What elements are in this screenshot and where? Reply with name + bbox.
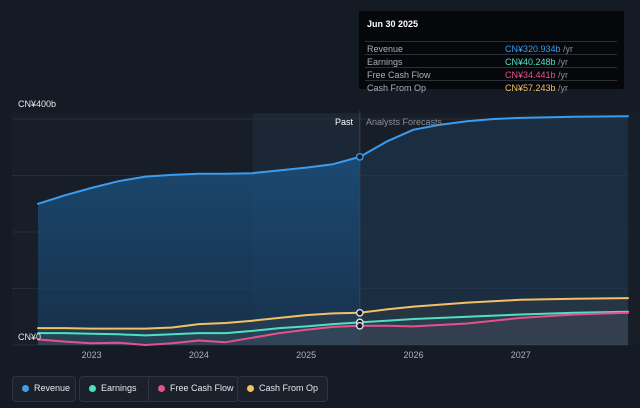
- tooltip-label: Revenue: [367, 44, 404, 54]
- legend-item-cash-from-op[interactable]: Cash From Op: [237, 376, 328, 402]
- x-tick-label: 2024: [189, 350, 209, 360]
- free-cash-flow-line: [37, 311, 629, 346]
- revenue-line: [37, 115, 629, 205]
- series-lines: [37, 115, 629, 346]
- cash-from-op-line: [37, 297, 629, 330]
- x-tick-label: 2025: [296, 350, 316, 360]
- earnings-area: [38, 311, 628, 345]
- free-cash-flow-dot-icon: [158, 385, 165, 392]
- legend-item-revenue[interactable]: Revenue: [12, 376, 76, 402]
- tooltip-value: CN¥40.248b /yr: [505, 57, 569, 67]
- x-tick-label: 2023: [82, 350, 102, 360]
- legend-label: Cash From Op: [259, 383, 319, 393]
- legend-label: Free Cash Flow: [170, 383, 234, 393]
- x-axis-ticks: 2023 2024 2025 2026 2027: [82, 350, 531, 360]
- tooltip-value: CN¥57.243b /yr: [505, 83, 569, 93]
- free-cash-flow-marker: [355, 321, 364, 330]
- series-areas: [38, 116, 628, 345]
- y-axis-bottom-label: CN¥0: [18, 332, 41, 342]
- x-tick-label: 2026: [403, 350, 423, 360]
- tooltip-value: CN¥34.441b /yr: [505, 70, 569, 80]
- tooltip-label: Earnings: [367, 57, 403, 67]
- legend-item-earnings[interactable]: Earnings: [79, 376, 155, 402]
- free-cash-flow-area: [38, 312, 628, 345]
- revenue-past-area: [38, 156, 360, 345]
- cash-from-op-dot-icon: [247, 385, 254, 392]
- legend-label: Earnings: [101, 383, 137, 393]
- revenue-dot-icon: [22, 385, 29, 392]
- hover-markers: [355, 153, 364, 330]
- tooltip-date: Jun 30 2025: [367, 19, 419, 29]
- earnings-line: [37, 310, 629, 337]
- revenue-marker: [355, 153, 364, 161]
- cash-from-op-marker: [355, 308, 364, 317]
- tooltip-label: Cash From Op: [367, 83, 427, 93]
- tooltip-row-free-cash-flow: Free Cash Flow CN¥34.441b /yr: [365, 67, 617, 81]
- x-tick-label: 2027: [511, 350, 531, 360]
- legend-item-free-cash-flow[interactable]: Free Cash Flow: [148, 376, 239, 402]
- tooltip-row-earnings: Earnings CN¥40.248b /yr: [365, 54, 617, 68]
- tooltip-row-cash-from-op: Cash From Op CN¥57.243b /yr: [365, 80, 617, 93]
- tooltip-row-revenue: Revenue CN¥320.934b /yr: [365, 41, 617, 55]
- past-label: Past: [335, 117, 354, 127]
- tooltip: Jun 30 2025 Revenue CN¥320.934b /yr Earn…: [359, 11, 624, 93]
- tooltip-value: CN¥320.934b /yr: [505, 44, 574, 54]
- earnings-dot-icon: [89, 385, 96, 392]
- tooltip-label: Free Cash Flow: [367, 70, 431, 80]
- forecast-label: Analysts Forecasts: [366, 117, 443, 127]
- legend-label: Revenue: [34, 383, 71, 393]
- y-axis-top-label: CN¥400b: [18, 99, 56, 109]
